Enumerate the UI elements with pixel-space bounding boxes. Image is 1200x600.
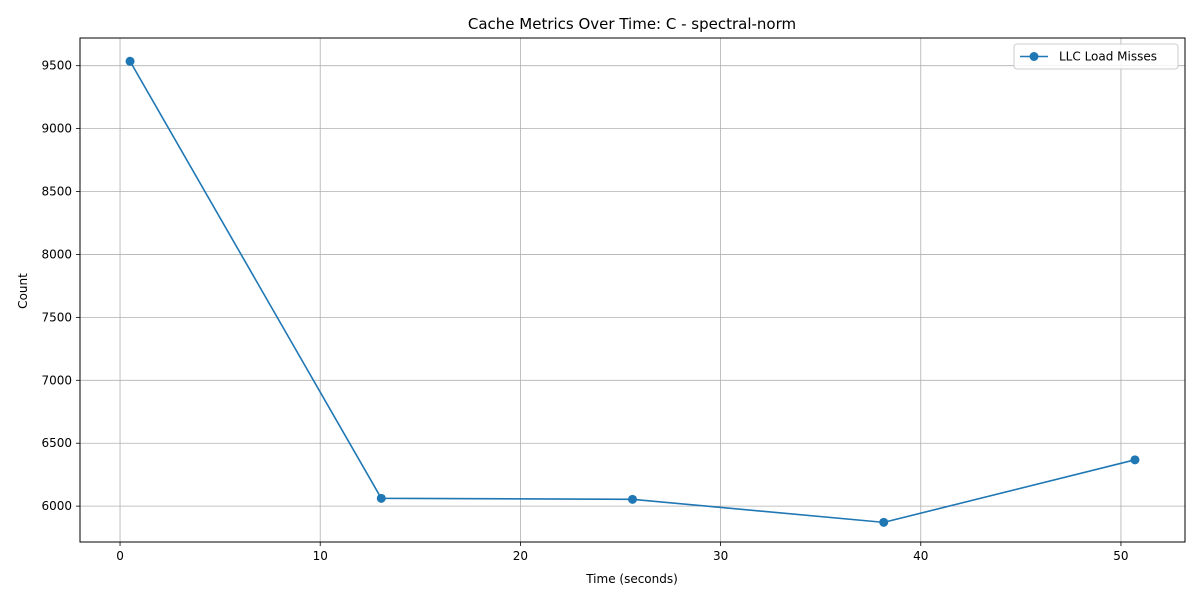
- y-tick-label: 9000: [41, 122, 72, 136]
- y-tick-label: 7000: [41, 373, 72, 387]
- x-tick-label: 0: [116, 549, 124, 563]
- plot-frame: [79, 37, 1186, 543]
- legend-box: [1013, 43, 1179, 70]
- y-tick-label: 9500: [41, 59, 72, 73]
- x-tick-label: 10: [313, 549, 328, 563]
- y-axis-ticks: 6000 6500 7000 7500 8000 8500 9000 9500: [41, 59, 80, 513]
- data-point: [879, 517, 889, 527]
- x-tick-label: 20: [513, 549, 528, 563]
- legend: LLC Load Misses: [1013, 43, 1179, 70]
- data-point: [628, 494, 637, 504]
- x-tick-label: 50: [1113, 549, 1128, 563]
- x-axis-label: Time (seconds): [585, 572, 678, 586]
- legend-marker: [1029, 52, 1039, 61]
- y-tick-label: 7500: [41, 310, 72, 324]
- x-tick-label: 30: [713, 549, 728, 563]
- y-tick-label: 6500: [41, 436, 72, 450]
- data-point: [376, 493, 386, 503]
- x-tick-label: 40: [913, 549, 928, 563]
- grid: [80, 38, 1185, 542]
- y-axis-label: Count: [16, 273, 30, 309]
- y-tick-label: 6000: [41, 499, 72, 513]
- data-point: [125, 56, 135, 66]
- chart-title: Cache Metrics Over Time: C - spectral-no…: [468, 15, 796, 33]
- x-axis-ticks: 0 10 20 30 40 50: [116, 542, 1129, 563]
- y-tick-label: 8500: [41, 185, 72, 199]
- y-tick-label: 8000: [41, 247, 72, 261]
- data-point: [1130, 455, 1140, 465]
- legend-label: LLC Load Misses: [1059, 50, 1157, 64]
- series-layer: [125, 56, 1140, 527]
- series-line: [129, 60, 1136, 524]
